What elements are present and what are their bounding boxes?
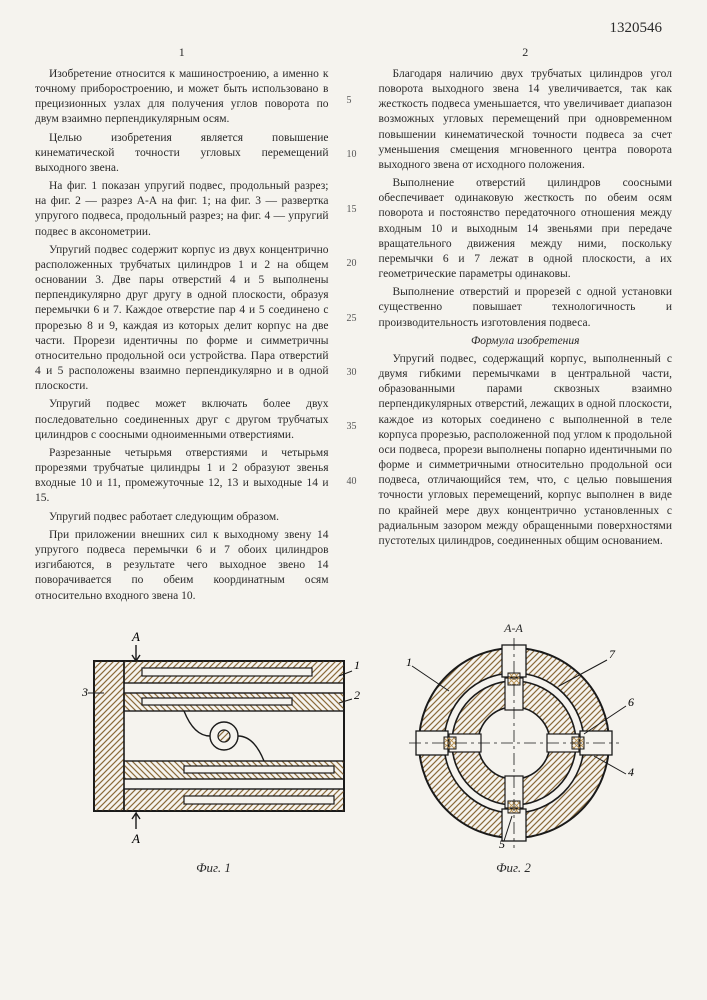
fig2-label-6: 6: [628, 695, 634, 709]
fig2-section-title: А-А: [384, 621, 644, 636]
para: Разрезанные четырьмя отверстиями и четыр…: [35, 446, 329, 507]
para: Благодаря наличию двух трубчатых цилиндр…: [379, 67, 673, 173]
fig2-caption: Фиг. 2: [384, 860, 644, 876]
line-numbers: 5 10 15 20 25 30 35 40: [347, 45, 361, 607]
lineno: 5: [347, 95, 361, 106]
para: Выполнение отверстий и прорезей с одной …: [379, 285, 673, 331]
page: 1320546 1 Изобретение относится к машино…: [0, 0, 707, 891]
section-marker: A: [131, 831, 140, 846]
text-columns: 1 Изобретение относится к машиностроению…: [35, 45, 672, 607]
fig2-svg: 1 7 6 4 5: [384, 636, 644, 851]
para: Выполнение отверстий цилиндров соосными …: [379, 176, 673, 282]
figures-row: A: [35, 621, 672, 876]
figure-2: А-А: [384, 621, 644, 876]
right-col-number: 2: [379, 45, 673, 61]
lineno: 40: [347, 476, 361, 487]
para: Целью изобретения является повышение кин…: [35, 131, 329, 177]
lineno: 25: [347, 313, 361, 324]
para: Упругий подвес содержит корпус из двух к…: [35, 243, 329, 395]
lineno: 35: [347, 421, 361, 432]
para: При приложении внешних сил к выходному з…: [35, 528, 329, 604]
lineno: 20: [347, 258, 361, 269]
para: Упругий подвес, содержащий корпус, выпол…: [379, 352, 673, 549]
left-column: 1 Изобретение относится к машиностроению…: [35, 45, 329, 607]
para: Изобретение относится к машиностроению, …: [35, 67, 329, 128]
para: Упругий подвес работает следующим образо…: [35, 510, 329, 525]
section-marker: A: [131, 629, 140, 644]
lineno: 15: [347, 204, 361, 215]
formula-title: Формула изобретения: [379, 334, 673, 349]
fig1-label-2: 2: [354, 688, 360, 702]
document-number: 1320546: [35, 20, 672, 37]
fig1-caption: Фиг. 1: [64, 860, 364, 876]
right-column: 2 Благодаря наличию двух трубчатых цилин…: [379, 45, 673, 607]
para: На фиг. 1 показан упругий подвес, продол…: [35, 179, 329, 240]
para: Упругий подвес может включать более двух…: [35, 397, 329, 443]
lineno: 10: [347, 149, 361, 160]
fig1-svg: A: [64, 621, 364, 851]
fig2-label-1: 1: [406, 655, 412, 669]
fig2-label-4: 4: [628, 765, 634, 779]
figure-1: A: [64, 621, 364, 876]
fig2-label-7: 7: [609, 647, 616, 661]
fig1-label-1: 1: [354, 658, 360, 672]
lineno: 30: [347, 367, 361, 378]
left-col-number: 1: [35, 45, 329, 61]
fig1-label-3: 3: [81, 685, 88, 699]
